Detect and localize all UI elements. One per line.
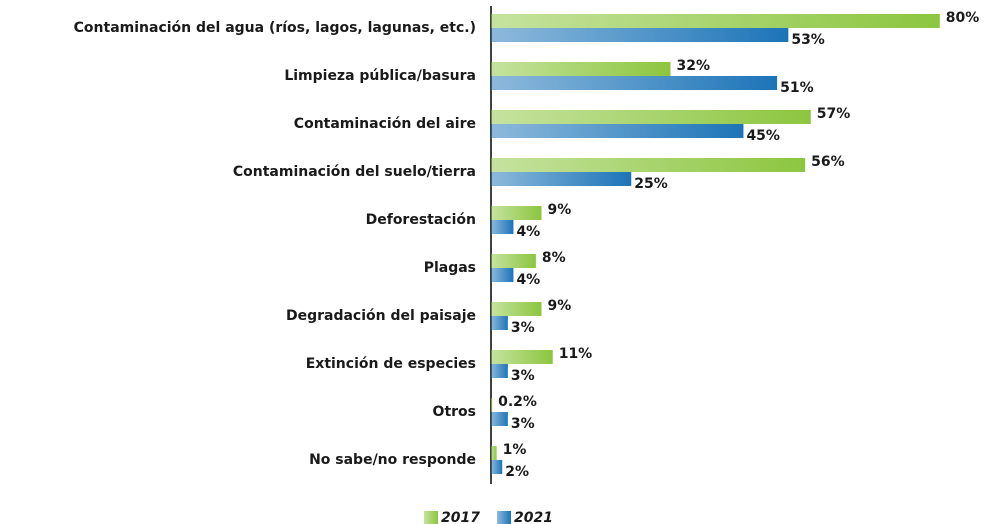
category-label: No sabe/no responde bbox=[309, 452, 476, 468]
category-label: Limpieza pública/basura bbox=[284, 68, 476, 84]
legend-label: 2021 bbox=[514, 510, 553, 524]
legend-swatch bbox=[424, 511, 438, 524]
value-label: 2% bbox=[505, 464, 529, 480]
bar bbox=[491, 158, 806, 172]
value-label: 51% bbox=[780, 80, 814, 96]
value-label: 9% bbox=[547, 298, 571, 314]
bar bbox=[491, 76, 778, 90]
category-label: Plagas bbox=[424, 260, 476, 276]
value-label: 80% bbox=[946, 10, 980, 26]
bar bbox=[491, 350, 553, 364]
bar bbox=[491, 172, 632, 186]
legend-swatch bbox=[497, 511, 511, 524]
bar bbox=[491, 28, 789, 42]
bar bbox=[491, 110, 811, 124]
category-label: Contaminación del suelo/tierra bbox=[233, 164, 476, 180]
value-label: 0.2% bbox=[498, 394, 537, 410]
bar bbox=[491, 446, 497, 460]
category-label: Deforestación bbox=[366, 212, 476, 228]
value-label: 57% bbox=[817, 106, 851, 122]
category-label: Degradación del paisaje bbox=[286, 308, 476, 324]
bar bbox=[491, 412, 508, 426]
bar bbox=[491, 206, 542, 220]
category-label: Otros bbox=[433, 404, 476, 420]
value-label: 1% bbox=[503, 442, 527, 458]
bar bbox=[491, 220, 514, 234]
value-label: 4% bbox=[516, 272, 540, 288]
bar bbox=[491, 14, 940, 28]
value-label: 8% bbox=[542, 250, 566, 266]
value-label: 53% bbox=[791, 32, 825, 48]
category-label: Contaminación del aire bbox=[294, 116, 476, 132]
legend-label: 2017 bbox=[441, 510, 480, 524]
value-label: 3% bbox=[511, 416, 535, 432]
bar bbox=[491, 316, 508, 330]
bar bbox=[491, 268, 514, 282]
value-label: 3% bbox=[511, 368, 535, 384]
bar bbox=[491, 364, 508, 378]
value-label: 4% bbox=[516, 224, 540, 240]
value-label: 9% bbox=[547, 202, 571, 218]
value-label: 3% bbox=[511, 320, 535, 336]
category-label: Extinción de especies bbox=[306, 356, 476, 372]
bar bbox=[491, 460, 503, 474]
category-label: Contaminación del agua (ríos, lagos, lag… bbox=[74, 20, 476, 36]
bar bbox=[491, 254, 536, 268]
bar bbox=[491, 302, 542, 316]
value-label: 56% bbox=[811, 154, 845, 170]
value-label: 25% bbox=[634, 176, 668, 192]
value-label: 45% bbox=[746, 128, 780, 144]
value-label: 32% bbox=[677, 58, 711, 74]
bar bbox=[491, 62, 671, 76]
bar bbox=[491, 398, 493, 412]
value-label: 11% bbox=[559, 346, 593, 362]
bar bbox=[491, 124, 744, 138]
